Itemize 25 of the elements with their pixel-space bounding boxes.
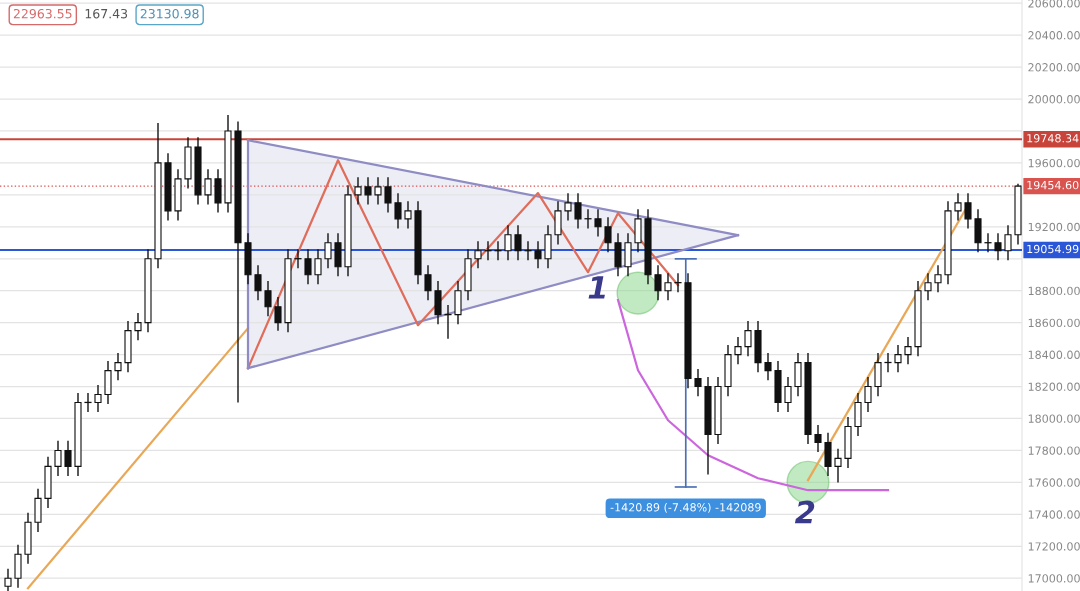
y-tick-label: 17000.00 — [1028, 574, 1080, 583]
y-tick-label: 18800.00 — [1028, 286, 1080, 296]
annotation: 167.43 — [85, 8, 128, 19]
y-tick-label: 17400.00 — [1028, 510, 1080, 519]
annotation: 1 — [588, 276, 605, 299]
y-tick-label: 20200.00 — [1028, 63, 1080, 72]
y-tick-label: 20000.00 — [1028, 95, 1080, 104]
ref-line-label: 19748.34 — [1027, 134, 1079, 143]
y-tick-label: 20600.00 — [1028, 0, 1080, 8]
annotation: 22963.55 — [13, 8, 72, 19]
y-tick-label: 18600.00 — [1028, 318, 1080, 328]
y-tick-label: 19200.00 — [1028, 222, 1080, 232]
y-tick-label: 18000.00 — [1028, 414, 1080, 423]
annotation: 23130.98 — [140, 8, 199, 19]
y-tick-label: 17600.00 — [1028, 478, 1080, 487]
ref-line-label: 19054.99 — [1027, 244, 1079, 254]
ref-line-label: 19454.60 — [1027, 180, 1079, 190]
y-tick-label: 17800.00 — [1028, 446, 1080, 455]
y-tick-label: 18200.00 — [1028, 382, 1080, 391]
y-tick-label: 20400.00 — [1028, 31, 1080, 40]
y-tick-label: 17200.00 — [1028, 542, 1080, 551]
annotation: -1420.89 (-7.48%) -142089 — [610, 502, 761, 513]
y-tick-label: 18400.00 — [1028, 350, 1080, 359]
annotation: 2 — [794, 500, 815, 524]
y-tick-label: 19600.00 — [1028, 158, 1080, 168]
